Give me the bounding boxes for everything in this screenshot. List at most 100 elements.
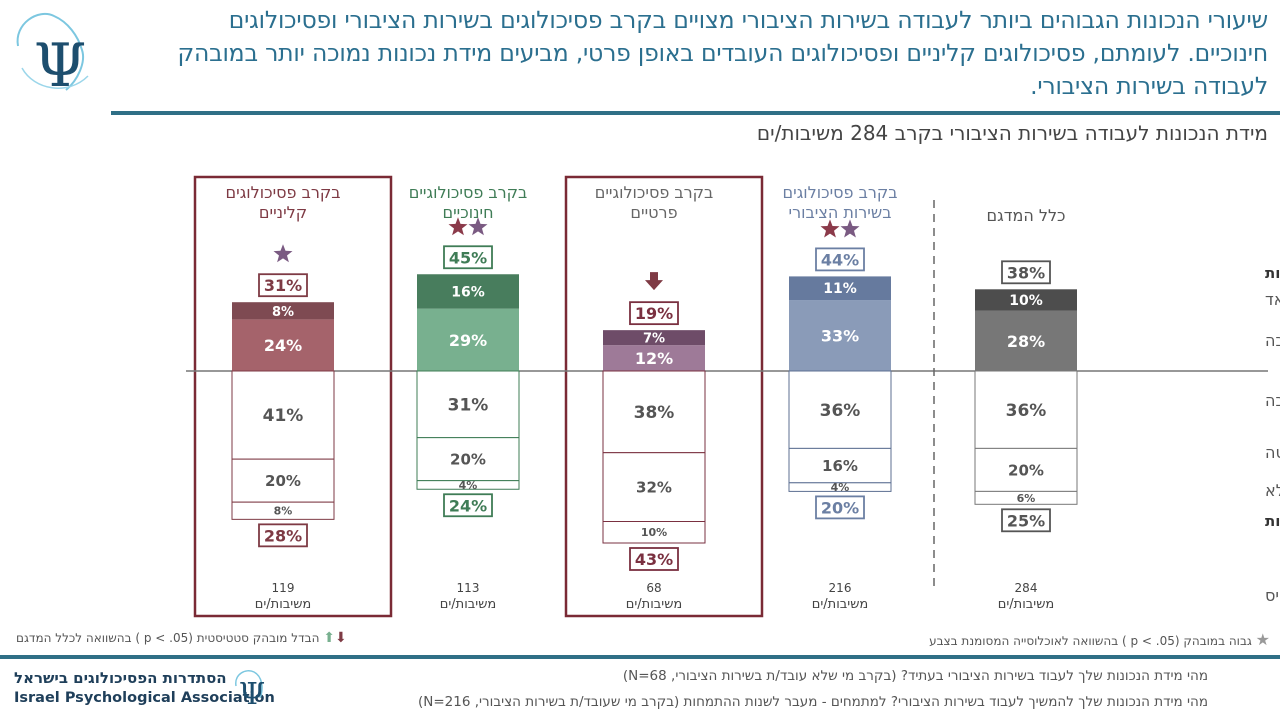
bar-label-very-much: 10%: [1009, 293, 1043, 309]
bar-segment-much: [975, 310, 1077, 371]
total-unwilling-box: [443, 493, 493, 518]
bar-segment-not-at-all: [974, 490, 1078, 505]
base-unit-label: משיבות/ים: [440, 597, 496, 612]
footer-divider: [0, 655, 1280, 659]
category-label: קליניים: [259, 203, 307, 222]
highlight-frame: [564, 175, 764, 618]
chart-subtitle: מידת הנכונות לעבודה בשירות הציבורי בקרב …: [756, 121, 1268, 145]
total-unwilling-label: 24%: [449, 496, 487, 515]
org-name-english: Israel Psychological Association: [14, 690, 275, 706]
total-unwilling-box: [629, 547, 679, 571]
bar-segment-little: [974, 447, 1078, 492]
bar-label-much: 12%: [635, 349, 673, 368]
bar-segment-not-at-all: [602, 521, 706, 544]
bar-label-much: 33%: [821, 327, 859, 346]
total-willing-label: 38%: [1007, 263, 1045, 282]
bar-segment-somewhat: [788, 370, 892, 449]
title-divider: [111, 111, 1280, 115]
bar-label-somewhat: 38%: [634, 403, 675, 423]
bar-segment-little: [416, 437, 520, 482]
star-icon: [448, 217, 468, 236]
bar-label-much: 24%: [264, 336, 302, 355]
row-label: כלל לא: [1265, 481, 1280, 500]
arrow-down-icon: ⬇: [334, 630, 347, 646]
bar-label-very-much: 11%: [823, 281, 857, 297]
bar-segment-not-at-all: [231, 501, 335, 520]
bar-label-little: 20%: [1008, 461, 1044, 479]
bar-segment-somewhat: [231, 370, 335, 460]
highlight-frame: [193, 175, 393, 618]
bar-label-somewhat: 36%: [1006, 401, 1047, 421]
bar-segment-little: [602, 452, 706, 523]
bar-label-very-much: 8%: [272, 305, 294, 320]
arrow-up-icon: ⬆: [323, 630, 335, 646]
star-icon: [468, 217, 488, 236]
bar-segment-much: [417, 308, 519, 371]
total-willing-box: [815, 247, 865, 272]
base-count: 119: [272, 581, 295, 595]
legend-star: ★ גבוה במובהק (p < .05 ) בהשוואה לאוכלוס…: [929, 630, 1270, 649]
bar-label-much: 29%: [449, 331, 487, 350]
base-unit-label: משיבות/ים: [255, 597, 311, 612]
total-unwilling-box: [1001, 508, 1051, 533]
bar-segment-very-much: [232, 302, 334, 320]
row-label: בסיס: [1265, 586, 1280, 605]
svg-text:Ψ: Ψ: [239, 677, 265, 710]
psi-logo-icon: Ψ: [16, 13, 89, 100]
bar-segment-very-much: [975, 289, 1077, 311]
org-name-hebrew: הסתדרות הפסיכולוגים בישראל: [14, 669, 227, 687]
base-unit-label: משיבות/ים: [998, 597, 1054, 612]
legend-arrows: ⬇⬆ הבדל מובהק סטטיסטית (p < .05 ) בהשווא…: [16, 630, 347, 646]
row-label: סה"כ חוסר נכונות: [1265, 512, 1280, 530]
page-title: שיעורי הנכונות הגבוהים ביותר לעבודה בשיר…: [177, 6, 1268, 100]
category-label: בקרב פסיכולוגים: [783, 183, 898, 202]
base-count: 68: [646, 581, 661, 595]
bar-segment-much: [232, 319, 334, 371]
bar-label-much: 28%: [1007, 332, 1045, 351]
legend-star-text: גבוה במובהק (p < .05 ) בהשוואה לאוכלוסיי…: [929, 634, 1252, 648]
total-willing-label: 44%: [821, 250, 859, 269]
bar-label-not-at-all: 4%: [459, 479, 478, 492]
row-label: במידה רבה מאד: [1265, 290, 1280, 309]
star-icon: [820, 219, 840, 238]
bar-segment-much: [603, 345, 705, 371]
bar-label-very-much: 7%: [643, 332, 665, 347]
bar-label-little: 32%: [636, 479, 672, 497]
svg-text:Ψ: Ψ: [34, 31, 87, 100]
arrow-down-icon: [645, 272, 663, 291]
bar-label-somewhat: 41%: [263, 406, 304, 426]
base-unit-label: משיבות/ים: [812, 597, 868, 612]
row-label: במידה מועטה: [1265, 443, 1280, 462]
star-icon: [840, 219, 860, 238]
category-label: בשירות הציבורי: [789, 203, 892, 222]
bar-label-very-much: 16%: [451, 284, 485, 300]
row-label: סה"כ נכונות: [1265, 264, 1280, 282]
footnote-question-2: מהי מידת הנכונות שלך להמשיך לעבוד בשירות…: [417, 694, 1208, 710]
category-label: בקרב פסיכולוגיים: [409, 183, 528, 202]
star-icon: [273, 244, 293, 263]
bar-label-little: 20%: [265, 472, 301, 490]
base-unit-label: משיבות/ים: [626, 597, 682, 612]
legend-arrows-text: הבדל מובהק סטטיסטית (p < .05 ) בהשוואה ל…: [16, 631, 320, 645]
bar-label-little: 16%: [822, 457, 858, 475]
total-willing-box: [443, 245, 493, 270]
base-count: 216: [829, 581, 852, 595]
category-label: בקרב פסיכולוגיים: [595, 183, 714, 202]
bar-label-little: 20%: [450, 451, 486, 469]
footnote-question-1: מהי מידת הנכונות שלך לעבוד בשירות הציבור…: [622, 668, 1208, 684]
bar-segment-much: [789, 300, 891, 371]
total-unwilling-box: [258, 523, 308, 548]
bar-label-not-at-all: 10%: [641, 526, 667, 539]
base-count: 113: [457, 581, 480, 595]
total-willing-box: [258, 273, 308, 298]
category-label: בקרב פסיכולוגים: [226, 183, 341, 202]
total-unwilling-label: 25%: [1007, 511, 1045, 530]
footer-logo-icon: Ψ: [235, 670, 265, 710]
category-label: חינוכיים: [442, 203, 493, 222]
bar-label-not-at-all: 6%: [1017, 492, 1036, 505]
category-label: כלל המדגם: [987, 206, 1066, 225]
total-unwilling-label: 43%: [635, 550, 673, 569]
row-label: במידה רבה: [1265, 331, 1280, 350]
bar-segment-little: [788, 447, 892, 484]
